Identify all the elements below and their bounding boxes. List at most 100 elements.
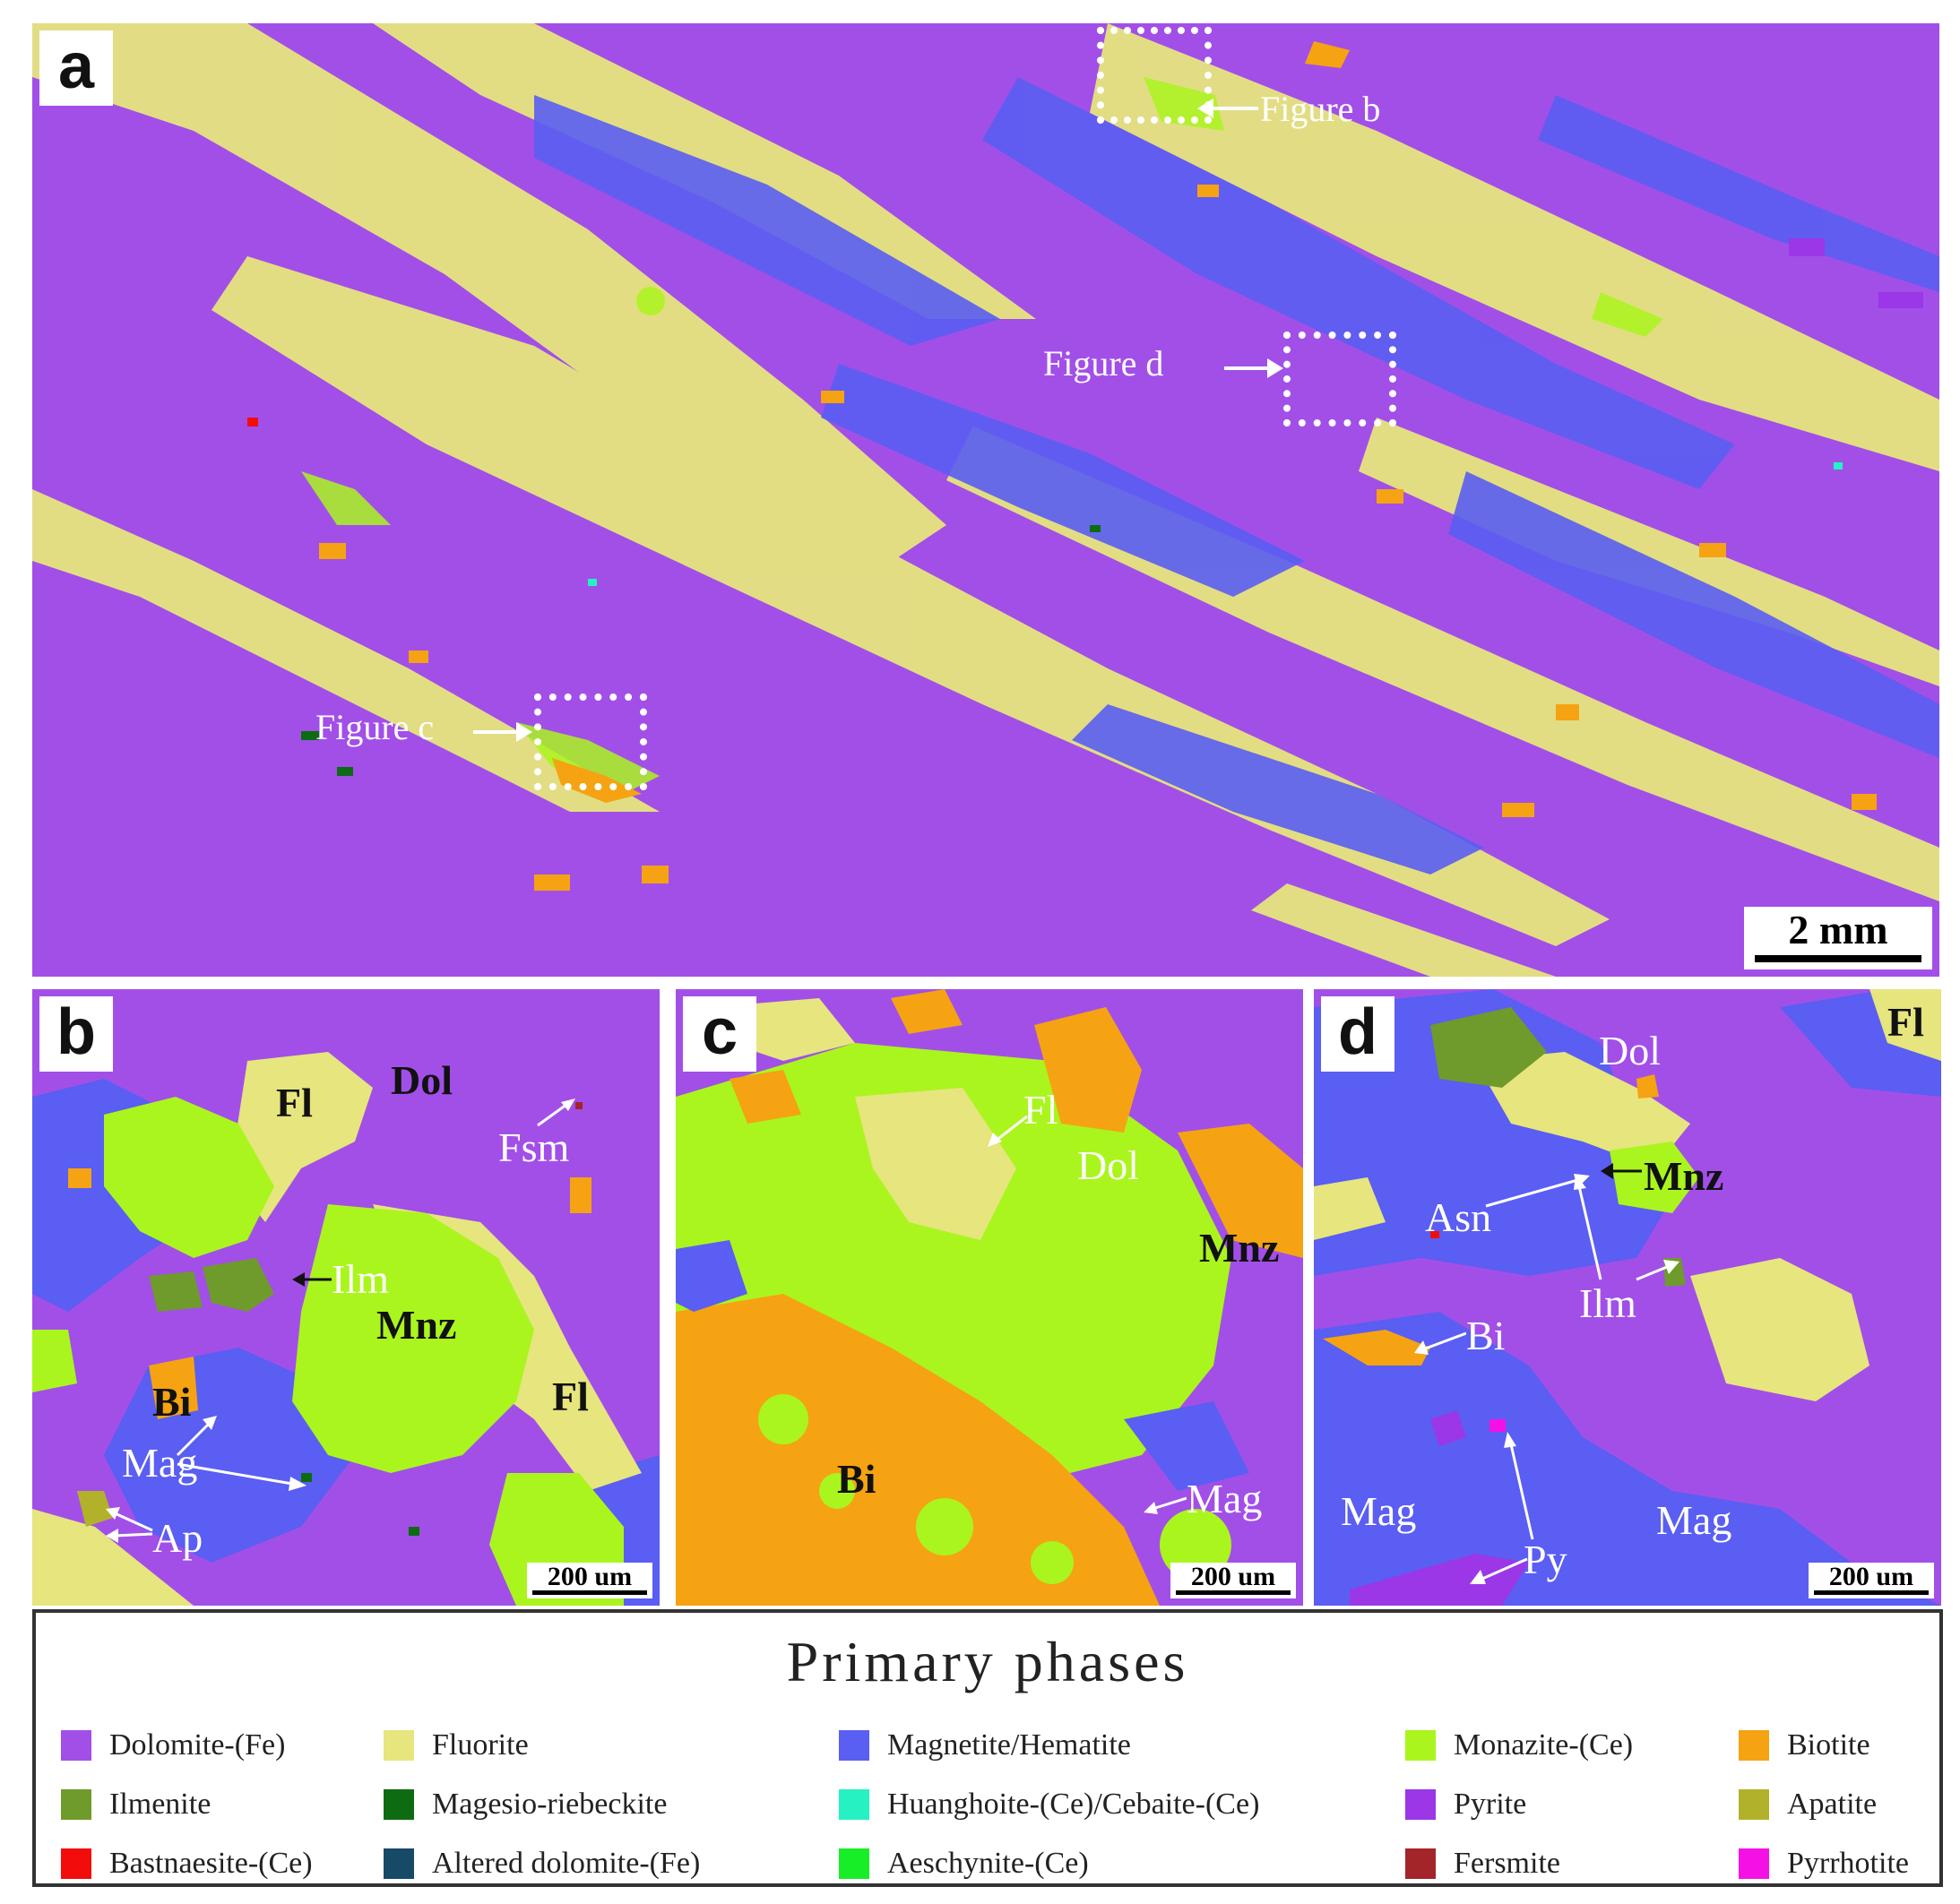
label-asn-d: Asn [1425, 1194, 1492, 1240]
figure-b-callout: Figure b [1260, 89, 1381, 129]
legend-item: Monazite-(Ce) [1405, 1727, 1633, 1763]
legend-item: Magnetite/Hematite [839, 1727, 1131, 1763]
legend-swatch [839, 1789, 869, 1820]
legend-item: Dolomite-(Fe) [61, 1727, 285, 1763]
panel-b-scale-bar: 200 um [527, 1563, 652, 1598]
legend-item: Apatite [1739, 1787, 1877, 1822]
label-fl-c: Fl [1023, 1087, 1058, 1133]
legend-swatch [839, 1730, 869, 1761]
label-dol-c: Dol [1077, 1142, 1139, 1188]
fl-arrow-c [988, 1115, 1028, 1147]
panel-d-scale-bar: 200 um [1809, 1563, 1934, 1598]
panel-c-scale-label: 200 um [1190, 1562, 1276, 1591]
label-mag-d-2: Mag [1656, 1497, 1732, 1543]
legend-label: Biotite [1787, 1728, 1870, 1762]
legend-swatch [1739, 1789, 1769, 1820]
legend-label: Altered dolomite-(Fe) [432, 1847, 701, 1880]
label-mag-d-1: Mag [1341, 1488, 1417, 1534]
panel-c-detail-map: c Fl Dol Mnz Bi Mag 200 um [676, 989, 1303, 1606]
legend-swatch [1405, 1789, 1436, 1820]
label-fl-b-1: Fl [276, 1080, 313, 1125]
panel-b-mineral-map [32, 989, 660, 1606]
panel-d-detail-map: d Dol Fl Mnz Asn Ilm Bi Mag Py Mag 200 u… [1314, 989, 1941, 1606]
legend-label: Pyrite [1454, 1788, 1527, 1821]
legend-label: Pyrrhotite [1787, 1847, 1909, 1880]
panel-a-scale-bar: 2 mm [1744, 907, 1932, 969]
panel-a-scale-label: 2 mm [1788, 907, 1888, 952]
legend-swatch [61, 1789, 91, 1820]
figure-b-inset-box [1097, 27, 1212, 124]
panel-a-label: a [39, 30, 113, 106]
ilm-arrows-d [1574, 1174, 1679, 1281]
legend-item: Biotite [1739, 1727, 1870, 1763]
label-mag-c: Mag [1187, 1476, 1263, 1521]
figure-c-inset-box [534, 694, 647, 790]
label-bi-b: Bi [152, 1379, 192, 1425]
legend-swatch [1739, 1848, 1769, 1879]
legend-swatch [61, 1848, 91, 1879]
legend-swatch [1405, 1730, 1436, 1761]
figure-d-arrow [1224, 358, 1283, 378]
legend-label: Fluorite [432, 1728, 529, 1762]
legend-label: Monazite-(Ce) [1454, 1728, 1634, 1762]
legend: Primary phases Dolomite-(Fe) Fluorite Magn… [32, 1609, 1943, 1887]
legend-swatch [384, 1730, 414, 1761]
legend-label: Bastnaesite-(Ce) [109, 1847, 313, 1880]
legend-swatch [384, 1789, 414, 1820]
panel-b-label: b [39, 996, 113, 1072]
legend-swatch [1739, 1730, 1769, 1761]
legend-item: Pyrrhotite [1739, 1846, 1909, 1882]
legend-item: Ilmenite [61, 1787, 211, 1822]
figure-c-arrow [473, 722, 532, 742]
legend-item: Altered dolomite-(Fe) [384, 1846, 700, 1882]
label-bi-c: Bi [837, 1456, 876, 1502]
label-mnz-c: Mnz [1199, 1225, 1280, 1271]
panel-d-label: d [1321, 996, 1394, 1072]
panel-d-scale-label: 200 um [1828, 1562, 1914, 1591]
panel-b-detail-map: b Dol Fl Fsm Ilm Mnz Fl Bi Mag Ap 200 um [32, 989, 660, 1606]
legend-item: Pyrite [1405, 1787, 1526, 1822]
py-arrows-d [1470, 1432, 1534, 1584]
panel-c-label: c [683, 996, 756, 1072]
legend-label: Fersmite [1454, 1847, 1560, 1880]
figure-d-inset-box [1283, 332, 1396, 426]
legend-label: Ilmenite [109, 1788, 212, 1821]
legend-item: Bastnaesite-(Ce) [61, 1846, 313, 1882]
panel-b-scale-label: 200 um [547, 1562, 633, 1591]
legend-label: Huanghoite-(Ce)/Cebaite-(Ce) [887, 1788, 1260, 1821]
mag-arrow-c [1144, 1496, 1187, 1514]
label-dol-b: Dol [391, 1057, 453, 1103]
legend-item: Aeschynite-(Ce) [839, 1846, 1089, 1882]
legend-label: Aeschynite-(Ce) [887, 1847, 1089, 1880]
legend-label: Dolomite-(Fe) [109, 1728, 286, 1762]
ilm-arrow-b [292, 1272, 332, 1287]
label-ilm-d: Ilm [1579, 1280, 1636, 1326]
legend-item: Magesio-riebeckite [384, 1787, 667, 1822]
ap-arrows-b [106, 1507, 153, 1543]
mag-arrows-b [176, 1416, 307, 1491]
label-mnz-d: Mnz [1644, 1153, 1724, 1199]
bi-arrow-d [1414, 1331, 1466, 1355]
label-py-d: Py [1524, 1537, 1567, 1582]
legend-item: Fersmite [1405, 1846, 1560, 1882]
label-dol-d: Dol [1599, 1028, 1661, 1073]
panel-c-scale-bar: 200 um [1170, 1563, 1296, 1598]
label-fl-b-2: Fl [552, 1374, 589, 1419]
label-ap-b: Ap [152, 1515, 203, 1561]
panel-d-mineral-map [1314, 989, 1941, 1606]
legend-label: Apatite [1787, 1788, 1878, 1821]
legend-item: Fluorite [384, 1727, 529, 1763]
legend-swatch [1405, 1848, 1436, 1879]
legend-swatch [839, 1848, 869, 1879]
legend-title: Primary phases [786, 1630, 1189, 1693]
panel-a-mineral-map [32, 23, 1939, 977]
legend-label: Magnetite/Hematite [887, 1728, 1131, 1762]
figure-d-callout: Figure d [1043, 343, 1164, 383]
mnz-arrow-d [1601, 1163, 1642, 1179]
label-bi-d: Bi [1466, 1313, 1506, 1358]
label-ilm-b: Ilm [332, 1256, 389, 1302]
label-fsm-b: Fsm [498, 1124, 570, 1170]
panel-a-overview-map: a Figure b Figure d Figure c 2 mm [32, 23, 1939, 977]
legend-item: Huanghoite-(Ce)/Cebaite-(Ce) [839, 1787, 1259, 1822]
legend-swatch [384, 1848, 414, 1879]
